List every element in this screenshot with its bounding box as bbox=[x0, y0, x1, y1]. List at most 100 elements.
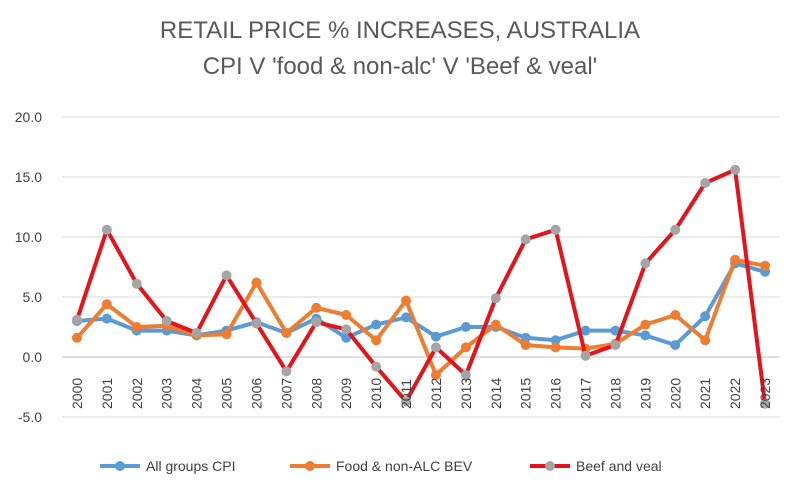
x-tick-label: 2011 bbox=[398, 379, 414, 409]
x-tick-label: 2000 bbox=[69, 378, 85, 409]
x-tick-label: 2015 bbox=[518, 378, 534, 409]
legend-item: All groups CPI bbox=[100, 458, 235, 474]
legend-label: All groups CPI bbox=[146, 458, 235, 474]
data-point bbox=[401, 396, 412, 407]
x-tick-label: 2022 bbox=[727, 378, 743, 409]
data-point bbox=[760, 260, 771, 271]
data-point bbox=[101, 299, 112, 310]
legend-item: Beef and veal bbox=[530, 458, 662, 474]
x-tick-label: 2005 bbox=[219, 378, 235, 409]
x-tick-label: 2020 bbox=[667, 378, 683, 409]
data-point bbox=[760, 398, 771, 409]
data-point bbox=[640, 319, 651, 330]
data-point bbox=[460, 322, 471, 332]
data-point bbox=[430, 342, 441, 353]
data-point bbox=[700, 178, 711, 188]
legend-label: Beef and veal bbox=[576, 458, 662, 474]
data-point bbox=[490, 319, 501, 330]
data-point bbox=[610, 340, 621, 350]
data-point bbox=[401, 295, 412, 306]
data-point bbox=[730, 254, 741, 265]
data-point bbox=[730, 164, 741, 175]
y-tick-label: 5.0 bbox=[23, 289, 43, 305]
legend-label: Food & non-ALC BEV bbox=[336, 458, 473, 474]
series-line bbox=[75, 257, 767, 377]
y-axis-ticks: 20.0 15.0 10.0 5.0 0.0 -5.0 bbox=[15, 109, 42, 425]
chart-subtitle: CPI V 'food & non-alc' V 'Beef & veal' bbox=[203, 53, 598, 80]
data-point bbox=[430, 331, 441, 342]
data-point bbox=[251, 277, 262, 288]
data-point bbox=[670, 224, 681, 235]
legend-item: Food & non-ALC BEV bbox=[290, 458, 473, 474]
x-tick-label: 2014 bbox=[488, 378, 504, 409]
data-point bbox=[341, 310, 352, 320]
data-point bbox=[670, 310, 681, 320]
data-point bbox=[700, 335, 711, 346]
data-point bbox=[101, 313, 112, 324]
data-point bbox=[281, 328, 292, 338]
data-point bbox=[311, 317, 322, 328]
data-point bbox=[550, 224, 561, 235]
series-1 bbox=[71, 254, 771, 380]
data-point bbox=[640, 330, 651, 341]
data-point bbox=[371, 319, 382, 330]
x-tick-label: 2019 bbox=[637, 378, 653, 409]
data-point bbox=[550, 342, 561, 353]
x-tick-label: 2021 bbox=[697, 378, 713, 409]
x-tick-label: 2017 bbox=[578, 378, 594, 409]
x-tick-label: 2013 bbox=[458, 378, 474, 409]
y-tick-label: 15.0 bbox=[15, 169, 42, 185]
x-tick-label: 2009 bbox=[338, 378, 354, 409]
data-point bbox=[131, 322, 142, 332]
data-point bbox=[251, 318, 262, 329]
x-tick-label: 2023 bbox=[757, 378, 773, 409]
data-point bbox=[640, 258, 651, 269]
data-point bbox=[101, 224, 112, 235]
y-tick-label: 0.0 bbox=[23, 349, 43, 365]
x-tick-label: 2012 bbox=[428, 378, 444, 409]
legend: All groups CPI Food & non-ALC BEV Beef and… bbox=[100, 458, 662, 474]
data-point bbox=[371, 361, 382, 372]
data-point bbox=[460, 342, 471, 353]
x-tick-label: 2007 bbox=[278, 378, 294, 409]
x-tick-label: 2004 bbox=[189, 378, 205, 409]
data-point bbox=[71, 314, 82, 325]
data-point bbox=[520, 332, 531, 343]
x-tick-label: 2010 bbox=[368, 378, 384, 409]
data-point bbox=[430, 370, 441, 380]
data-point bbox=[71, 332, 82, 343]
data-point bbox=[401, 312, 412, 323]
x-axis-ticks: 2000 2001 2002 2003 2004 2005 2006 2007 2008 2009… bbox=[69, 378, 773, 409]
legend-marker bbox=[115, 461, 125, 471]
data-point bbox=[520, 340, 531, 350]
gridlines bbox=[62, 116, 780, 418]
data-point bbox=[341, 324, 352, 335]
x-tick-label: 2008 bbox=[308, 378, 324, 409]
data-point bbox=[131, 278, 142, 289]
data-point bbox=[281, 366, 292, 377]
legend-marker bbox=[545, 461, 555, 471]
data-point bbox=[490, 293, 501, 304]
data-point bbox=[580, 325, 591, 336]
y-tick-label: 10.0 bbox=[15, 229, 42, 245]
data-point bbox=[550, 335, 561, 346]
x-tick-label: 2003 bbox=[159, 378, 175, 409]
data-point bbox=[670, 340, 681, 350]
x-tick-label: 2006 bbox=[248, 378, 264, 409]
data-point bbox=[161, 316, 172, 326]
data-point bbox=[460, 370, 471, 380]
y-tick-label: 20.0 bbox=[15, 109, 42, 125]
data-point bbox=[580, 350, 591, 361]
series-2 bbox=[71, 164, 771, 409]
data-point bbox=[520, 234, 531, 245]
data-point bbox=[311, 302, 322, 313]
data-point bbox=[221, 270, 232, 281]
y-tick-label: -5.0 bbox=[18, 409, 42, 425]
data-point bbox=[371, 335, 382, 346]
legend-marker bbox=[305, 461, 315, 471]
x-tick-label: 2002 bbox=[129, 378, 145, 409]
x-tick-label: 2016 bbox=[548, 378, 564, 409]
x-tick-label: 2001 bbox=[99, 378, 115, 409]
series-line bbox=[75, 167, 767, 406]
